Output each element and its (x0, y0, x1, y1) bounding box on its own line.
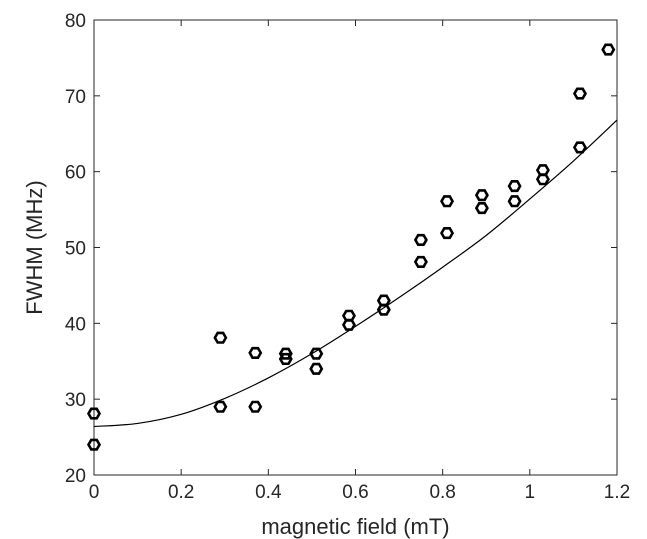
x-tick-label: 0 (89, 482, 100, 503)
y-tick-label: 40 (65, 314, 86, 335)
y-axis-label: FWHM (MHz) (22, 180, 47, 314)
data-point (248, 346, 263, 359)
y-tick-label: 80 (65, 11, 86, 32)
data-point (278, 347, 293, 360)
x-tick-label: 0.2 (168, 482, 194, 503)
data-point (309, 347, 324, 360)
fit-curve (93, 119, 618, 428)
y-axis-ticks: 20 30 40 50 60 70 80 (65, 11, 617, 487)
data-markers (86, 43, 616, 451)
data-point (413, 255, 428, 268)
data-point (440, 227, 455, 240)
data-point (413, 233, 428, 246)
y-tick-label: 20 (65, 466, 86, 487)
data-point (572, 141, 587, 154)
data-point (440, 195, 455, 208)
data-point (507, 195, 522, 208)
y-tick-label: 70 (65, 87, 86, 108)
x-tick-label: 1 (525, 482, 536, 503)
data-point (535, 173, 550, 186)
data-point (86, 407, 102, 420)
x-tick-label: 0.6 (342, 482, 368, 503)
data-point (474, 189, 489, 202)
data-point (572, 87, 587, 100)
x-tick-label: 0.4 (255, 482, 282, 503)
data-point (507, 180, 522, 193)
data-point (474, 202, 489, 215)
data-point (309, 362, 324, 375)
x-axis-ticks: 0 0.2 0.4 0.6 0.8 1 1.2 (89, 20, 630, 503)
data-point (278, 352, 293, 366)
data-point (248, 400, 263, 413)
data-point (213, 400, 228, 413)
x-tick-label: 1.2 (604, 482, 630, 503)
data-point (376, 303, 391, 316)
data-point (341, 318, 356, 331)
data-point (86, 438, 102, 451)
x-axis-label: magnetic field (mT) (261, 514, 449, 539)
plot-area (93, 19, 618, 476)
y-tick-label: 30 (65, 390, 86, 411)
y-tick-label: 50 (65, 239, 86, 260)
data-point (213, 331, 228, 344)
data-point (601, 43, 616, 56)
x-tick-label: 0.8 (429, 482, 455, 503)
y-tick-label: 60 (65, 163, 86, 184)
